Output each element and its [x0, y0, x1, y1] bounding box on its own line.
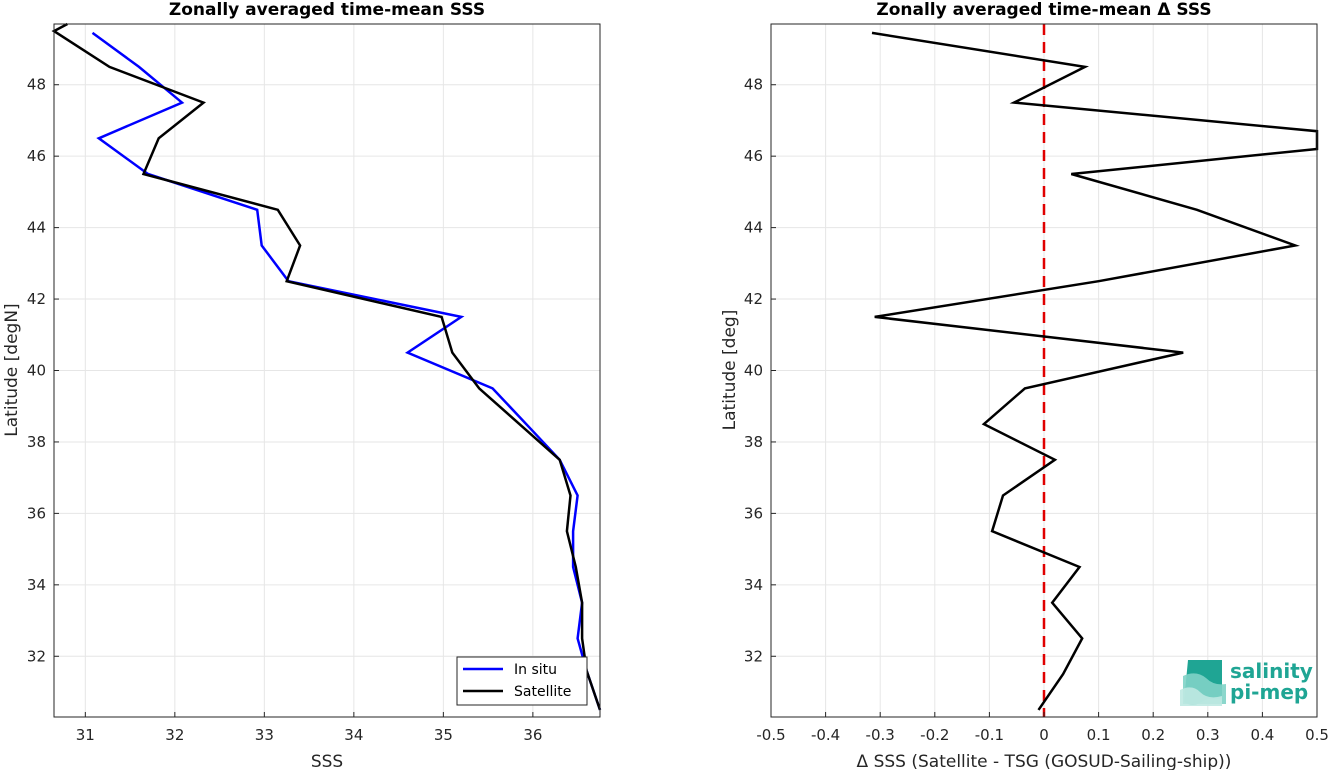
y-tick-label: 42 [744, 290, 763, 308]
y-tick-label: 38 [27, 433, 46, 451]
y-tick-label: 48 [744, 76, 763, 94]
x-tick-label: 31 [76, 726, 95, 744]
right-y-axis-label: Latitude [deg] [720, 310, 740, 431]
x-tick-label: -0.4 [811, 726, 840, 744]
right-chart-title: Zonally averaged time-mean Δ SSS [876, 0, 1211, 20]
left-x-axis-label: SSS [311, 752, 343, 770]
y-tick-label: 36 [744, 504, 763, 522]
y-tick-label: 44 [27, 219, 46, 237]
x-tick-label: 0.2 [1141, 726, 1165, 744]
logo-text-salinity: salinity [1230, 659, 1313, 683]
left-grid [54, 24, 600, 717]
y-tick-label: 32 [27, 647, 46, 665]
x-tick-label: 0.5 [1305, 726, 1329, 744]
left-chart-title: Zonally averaged time-mean SSS [169, 0, 485, 20]
logo-text-pi-mep: pi-mep [1230, 680, 1308, 704]
x-tick-label: 36 [523, 726, 542, 744]
x-tick-label: 32 [165, 726, 184, 744]
y-tick-label: 46 [27, 147, 46, 165]
y-tick-label: 34 [744, 576, 763, 594]
legend: In situ Satellite [456, 656, 588, 706]
y-tick-label: 40 [27, 362, 46, 380]
y-tick-label: 44 [744, 219, 763, 237]
x-tick-label: 33 [255, 726, 274, 744]
legend-label-in-situ: In situ [514, 662, 557, 678]
left-tick-labels: 31 32 33 34 35 36 32 34 36 38 40 42 44 46 48 [27, 76, 543, 744]
x-tick-label: 0.3 [1196, 726, 1220, 744]
x-tick-label: 34 [344, 726, 363, 744]
y-tick-label: 36 [27, 504, 46, 522]
satellite-line [51, 22, 602, 711]
x-tick-label: 0.4 [1250, 726, 1274, 744]
left-series-lines [51, 22, 602, 711]
y-tick-label: 34 [27, 576, 46, 594]
x-tick-label: 0 [1039, 726, 1049, 744]
right-tick-labels: -0.5 -0.4 -0.3 -0.2 -0.1 0 0.1 0.2 0.3 0.4 0.5 32 34… [744, 76, 1329, 744]
x-tick-label: -0.1 [975, 726, 1004, 744]
left-chart-panel: 31 32 33 34 35 36 32 34 36 38 40 42 44 46 48 Zonally a… [2, 0, 602, 770]
y-tick-label: 38 [744, 433, 763, 451]
x-tick-label: -0.5 [756, 726, 785, 744]
legend-label-satellite: Satellite [514, 684, 571, 700]
x-tick-label: 0.1 [1087, 726, 1111, 744]
y-tick-label: 46 [744, 147, 763, 165]
y-tick-label: 40 [744, 362, 763, 380]
y-tick-label: 48 [27, 76, 46, 94]
x-tick-label: -0.2 [920, 726, 949, 744]
left-y-axis-label: Latitude [degN] [2, 303, 22, 436]
salinity-pi-mep-logo: salinity pi-mep [1180, 659, 1313, 706]
logo-wave-icon [1180, 660, 1226, 706]
right-x-axis-label: Δ SSS (Satellite - TSG (GOSUD-Sailing-sh… [857, 752, 1232, 770]
x-tick-label: -0.3 [866, 726, 895, 744]
y-tick-label: 42 [27, 290, 46, 308]
x-tick-label: 35 [434, 726, 453, 744]
y-tick-label: 32 [744, 647, 763, 665]
right-chart-panel: -0.5 -0.4 -0.3 -0.2 -0.1 0 0.1 0.2 0.3 0.4 0.5 32 34… [720, 0, 1329, 770]
legend-box [456, 656, 588, 706]
